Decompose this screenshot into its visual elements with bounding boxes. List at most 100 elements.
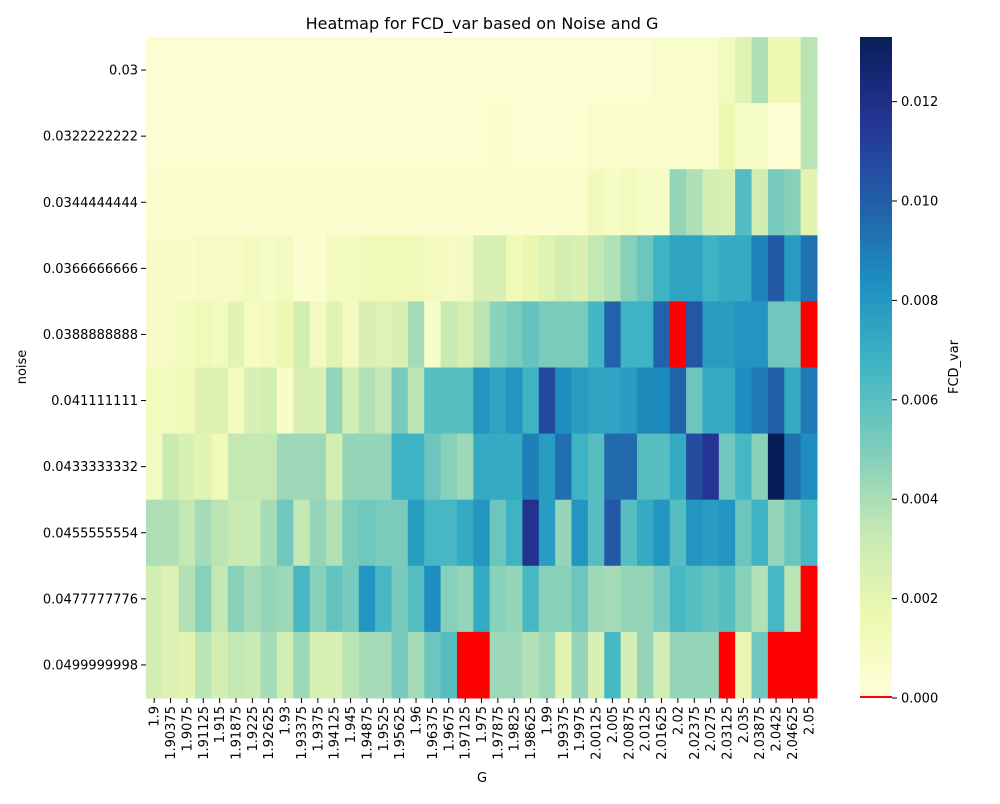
heatmap-cell: [473, 367, 491, 435]
heatmap-cell: [456, 631, 474, 699]
heatmap-cell: [538, 301, 556, 368]
heatmap-cell: [244, 367, 262, 435]
heatmap-cell: [391, 169, 409, 236]
heatmap-cell: [293, 169, 311, 236]
heatmap-cell: [211, 631, 229, 699]
heatmap-cell: [686, 565, 703, 633]
heatmap-cell: [571, 631, 589, 699]
heatmap-cell: [293, 433, 311, 501]
heatmap-cell: [702, 169, 720, 236]
heatmap-cell: [669, 367, 687, 435]
heatmap-cell: [702, 565, 720, 633]
heatmap-cell: [358, 103, 376, 170]
heatmap-cell: [636, 103, 654, 170]
heatmap-cell: [653, 433, 671, 501]
x-tick-label: 1.97125: [459, 706, 474, 760]
heatmap-cell: [506, 565, 523, 633]
heatmap-cell: [309, 367, 327, 435]
heatmap-cell: [391, 367, 409, 435]
heatmap-cell: [211, 499, 229, 567]
heatmap-cell: [456, 565, 474, 633]
heatmap-cell: [522, 433, 540, 501]
heatmap-cell: [784, 631, 802, 699]
heatmap-cell: [375, 235, 392, 302]
heatmap-cell: [653, 367, 671, 435]
colorbar-tick-label: 0.010: [901, 195, 938, 210]
colorbar-label: FCD_var: [947, 339, 962, 394]
heatmap-cell: [276, 367, 294, 435]
heatmap-cell: [751, 301, 769, 368]
heatmap-cell: [440, 301, 458, 368]
heatmap-cell: [604, 235, 622, 302]
x-tick-label: 2.0425: [770, 706, 785, 752]
heatmap-cell: [571, 37, 589, 104]
heatmap-cell: [211, 37, 229, 104]
heatmap-cell: [636, 37, 654, 104]
heatmap-cell: [620, 37, 638, 104]
heatmap-cell: [309, 103, 327, 170]
heatmap-cell: [146, 433, 163, 501]
heatmap-cell: [309, 433, 327, 501]
heatmap-cell: [162, 103, 180, 170]
heatmap-cell: [571, 169, 589, 236]
heatmap-cell: [718, 631, 736, 699]
x-tick-label: 2.035: [737, 706, 752, 743]
heatmap-cell: [407, 301, 425, 368]
heatmap-cell: [751, 433, 769, 501]
y-tick-label: 0.0388888888: [43, 328, 138, 343]
x-tick-label: 1.90375: [164, 706, 179, 760]
heatmap-cell: [587, 433, 605, 501]
heatmap-cell: [326, 499, 343, 567]
heatmap-cell: [784, 433, 802, 501]
heatmap-cell: [293, 235, 311, 302]
heatmap-cell: [227, 103, 245, 170]
heatmap-cell: [260, 499, 278, 567]
heatmap-cell: [784, 37, 802, 104]
heatmap-cell: [767, 235, 785, 302]
heatmap-cell: [456, 499, 474, 567]
heatmap-cell: [636, 499, 654, 567]
y-tick-label: 0.0477777776: [43, 592, 138, 607]
heatmap-cell: [473, 565, 491, 633]
heatmap-cell: [735, 499, 753, 567]
heatmap-cell: [571, 367, 589, 435]
x-tick-label: 1.91875: [230, 706, 245, 760]
heatmap-cell: [636, 301, 654, 368]
colorbar-tick-label: 0.000: [901, 692, 938, 707]
heatmap-cell: [227, 631, 245, 699]
heatmap-cell: [342, 565, 360, 633]
heatmap-cell: [456, 301, 474, 368]
heatmap-cell: [489, 169, 507, 236]
heatmap-cell: [440, 631, 458, 699]
heatmap-cell: [375, 367, 392, 435]
colorbar-tick-label: 0.004: [901, 493, 938, 508]
heatmap-cell: [146, 499, 163, 567]
x-tick-label: 1.96375: [426, 706, 441, 760]
heatmap-cell: [473, 37, 491, 104]
heatmap-cell: [195, 103, 212, 170]
heatmap-cell: [391, 631, 409, 699]
heatmap-cell: [211, 301, 229, 368]
heatmap-cell: [653, 565, 671, 633]
heatmap-cell: [751, 169, 769, 236]
heatmap-cell: [260, 103, 278, 170]
heatmap-cell: [293, 631, 311, 699]
heatmap-cell: [767, 565, 785, 633]
heatmap-cell: [800, 169, 818, 236]
heatmap-cell: [326, 631, 343, 699]
heatmap-cell: [489, 499, 507, 567]
heatmap-cell: [800, 631, 818, 699]
heatmap-cell: [326, 235, 343, 302]
heatmap-cell: [227, 433, 245, 501]
heatmap-cell: [456, 37, 474, 104]
heatmap-cell: [195, 631, 212, 699]
heatmap-cell: [669, 169, 687, 236]
x-tick-label: 1.99: [540, 706, 555, 735]
x-tick-label: 2.0275: [704, 706, 719, 752]
heatmap-cell: [342, 169, 360, 236]
heatmap-cell: [162, 367, 180, 435]
heatmap-cell: [489, 433, 507, 501]
heatmap-cell: [538, 367, 556, 435]
heatmap-cell: [276, 103, 294, 170]
